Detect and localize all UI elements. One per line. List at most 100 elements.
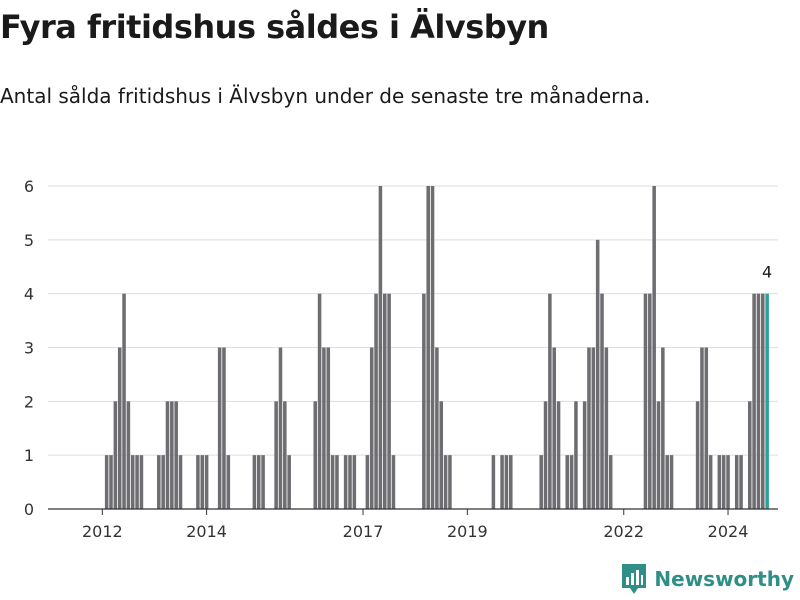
bar [157, 455, 161, 509]
bar [708, 455, 713, 509]
bar [435, 347, 439, 509]
bar [500, 455, 504, 509]
bar [109, 455, 113, 509]
bar [104, 455, 109, 509]
bar [439, 401, 444, 509]
bar [226, 455, 231, 509]
bar [752, 293, 756, 509]
bar [669, 455, 674, 509]
bar [113, 401, 118, 509]
bar [656, 401, 661, 509]
bar [600, 293, 604, 509]
bar [196, 455, 200, 509]
bar [387, 293, 391, 509]
x-tick-label: 2017 [343, 522, 384, 541]
bar [283, 401, 287, 509]
chart-subtitle: Antal sålda fritidshus i Älvsbyn under d… [0, 84, 651, 108]
newsworthy-brand: Newsworthy [622, 564, 794, 594]
bar [552, 347, 556, 509]
bar [448, 455, 452, 509]
bar [287, 455, 291, 509]
x-tick-label: 2012 [82, 522, 123, 541]
bar [335, 455, 339, 509]
bar [591, 347, 596, 509]
bar [256, 455, 261, 509]
bar [348, 455, 352, 509]
bar [165, 401, 170, 509]
bar [565, 455, 570, 509]
bar [661, 347, 665, 509]
bar [739, 455, 743, 509]
bar [382, 293, 387, 509]
bar [170, 401, 174, 509]
bar [717, 455, 722, 509]
bar [539, 455, 543, 509]
bar [726, 455, 730, 509]
bar [278, 347, 283, 509]
bar [504, 455, 509, 509]
bar [695, 401, 700, 509]
bar [426, 186, 430, 509]
bar [178, 455, 183, 509]
bar [330, 455, 335, 509]
bar [174, 401, 178, 509]
bar [574, 401, 578, 509]
bar [391, 455, 396, 509]
bar [548, 293, 552, 509]
brand-name: Newsworthy [654, 567, 794, 591]
bar [352, 455, 357, 509]
x-tick-label: 2019 [447, 522, 488, 541]
bar [378, 186, 383, 509]
bar [604, 347, 609, 509]
bar [648, 293, 652, 509]
bar [595, 239, 600, 510]
bar [130, 455, 135, 509]
bar [135, 455, 139, 509]
bar [665, 455, 669, 509]
bar [643, 293, 648, 509]
bar [204, 455, 209, 509]
y-tick-label: 5 [24, 231, 34, 250]
y-tick-label: 0 [24, 500, 34, 519]
y-tick-label: 1 [24, 446, 34, 465]
bar [422, 293, 426, 509]
bar [508, 455, 513, 509]
bar [317, 293, 322, 509]
highlighted-bar [765, 293, 769, 509]
bar [608, 455, 613, 509]
bar-chart: 0 1 2 3 4 5 6 2012 2014 2017 2019 2022 2024 4 [24, 177, 778, 541]
bar [700, 347, 704, 509]
bar [161, 455, 165, 509]
bar [721, 455, 726, 509]
bar [365, 455, 370, 509]
bar [261, 455, 265, 509]
bar [569, 455, 574, 509]
bar [326, 347, 331, 509]
bar [556, 401, 561, 509]
bar [374, 293, 378, 509]
bar [756, 293, 761, 509]
y-tick-label: 4 [24, 285, 34, 304]
bar [704, 347, 709, 509]
bar [747, 401, 752, 509]
bar [543, 401, 548, 509]
bar [117, 347, 122, 509]
bar [217, 347, 222, 509]
bar [126, 401, 131, 509]
bar [313, 401, 318, 509]
bar [430, 186, 435, 509]
bar [491, 455, 496, 509]
x-tick-label: 2024 [708, 522, 749, 541]
chart-logo-icon [622, 564, 647, 594]
bar [582, 401, 587, 509]
bar [587, 347, 591, 509]
chart-title: Fyra fritidshus såldes i Älvsbyn [0, 8, 549, 46]
bar [252, 455, 257, 509]
last-value-label: 4 [762, 263, 772, 282]
bar [443, 455, 448, 509]
bar [652, 186, 656, 509]
bar [222, 347, 226, 509]
bar [122, 293, 126, 509]
y-tick-label: 3 [24, 339, 34, 358]
x-tick-label: 2022 [603, 522, 644, 541]
